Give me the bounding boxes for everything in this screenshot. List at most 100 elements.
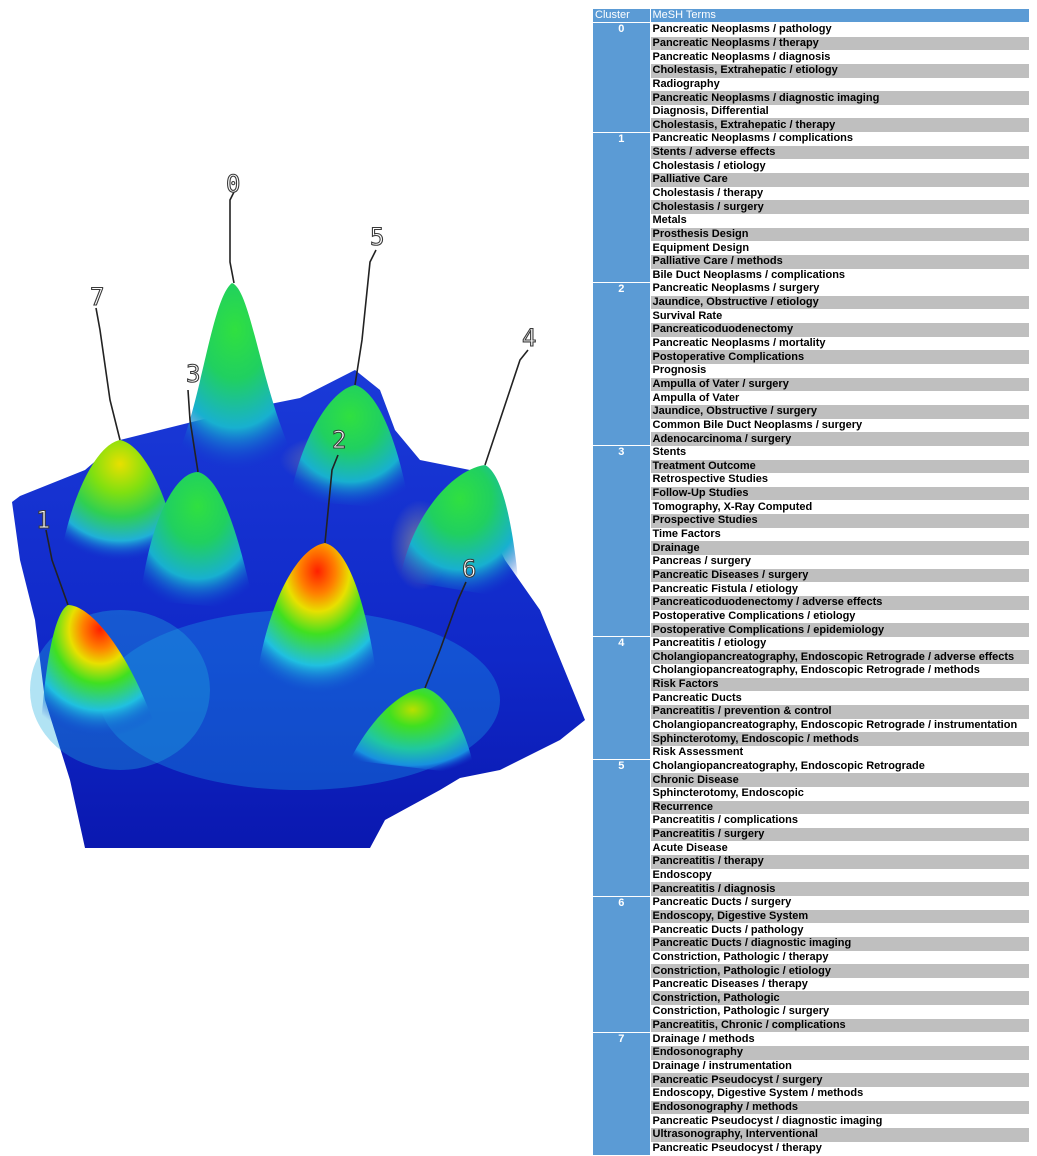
mesh-term-cell: Adenocarcinoma / surgery (650, 432, 1029, 446)
table-row: Retrospective Studies (593, 473, 1029, 487)
mesh-term-cell: Stents (650, 445, 1029, 460)
table-row: Pancreatic Diseases / surgery (593, 568, 1029, 583)
peak-3 (140, 472, 255, 610)
table-row: Adenocarcinoma / surgery (593, 432, 1029, 446)
cluster-id-cell: 6 (593, 896, 651, 1033)
table-row: Cholestasis, Extrahepatic / etiology (593, 63, 1029, 78)
peak-label-1: 1 (36, 506, 50, 534)
table-row: Pancreatic Neoplasms / mortality (593, 336, 1029, 351)
cluster-id-cell: 3 (593, 445, 651, 638)
mesh-term-cell: Risk Assessment (650, 745, 1029, 760)
mesh-term-cell: Pancreas / surgery (650, 554, 1029, 569)
table-row: Palliative Care (593, 173, 1029, 187)
table-row: Drainage (593, 541, 1029, 555)
mesh-term-cell: Cholestasis / surgery (650, 200, 1029, 214)
mesh-term-cell: Drainage / instrumentation (650, 1059, 1029, 1074)
table-row: 0 Pancreatic Neoplasms / pathology (593, 22, 1029, 133)
mesh-term-cell: Pancreatic Ducts / surgery (650, 896, 1029, 910)
mesh-term-cell: Constriction, Pathologic / surgery (650, 1005, 1029, 1019)
mesh-term-cell: Treatment Outcome (650, 459, 1029, 474)
table-row: Common Bile Duct Neoplasms / surgery (593, 418, 1029, 433)
table-row: Ampulla of Vater (593, 391, 1029, 405)
mesh-term-cell: Pancreatic Diseases / surgery (650, 568, 1029, 583)
table-row: Cholestasis / surgery (593, 200, 1029, 214)
mesh-term-cell: Ampulla of Vater / surgery (650, 377, 1029, 392)
table-row: Acute Disease (593, 841, 1029, 856)
peak-label-2: 2 (332, 426, 346, 454)
mesh-term-cell: Bile Duct Neoplasms / complications (650, 268, 1029, 283)
table-row: Equipment Design (593, 241, 1029, 255)
mesh-term-cell: Cholangiopancreatography, Endoscopic Ret… (650, 718, 1029, 733)
table-row: Pancreatic Ducts (593, 691, 1029, 706)
table-row: Pancreaticoduodenectomy (593, 323, 1029, 337)
table-row: Jaundice, Obstructive / surgery (593, 404, 1029, 419)
mesh-term-cell: Stents / adverse effects (650, 145, 1029, 160)
table-row: Risk Assessment (593, 745, 1029, 760)
table-row: Pancreatic Neoplasms / diagnosis (593, 50, 1029, 64)
table-row: Recurrence (593, 800, 1029, 815)
cluster-id-cell: 1 (593, 132, 651, 283)
mesh-term-cell: Common Bile Duct Neoplasms / surgery (650, 418, 1029, 433)
table-row: Constriction, Pathologic (593, 991, 1029, 1006)
cluster-id-cell: 2 (593, 282, 651, 447)
mesh-term-cell: Postoperative Complications / epidemiolo… (650, 623, 1029, 637)
mesh-term-cell: Endoscopy (650, 868, 1029, 883)
mesh-term-cell: Pancreaticoduodenectomy / adverse effect… (650, 595, 1029, 610)
mesh-term-cell: Radiography (650, 77, 1029, 92)
table-row: Postoperative Complications / epidemiolo… (593, 623, 1029, 637)
table-row: Risk Factors (593, 677, 1029, 692)
mesh-term-cell: Retrospective Studies (650, 473, 1029, 487)
table-row: Pancreatitis / prevention & control (593, 705, 1029, 719)
table-row: Prosthesis Design (593, 227, 1029, 242)
peak-7 (60, 440, 180, 560)
mesh-term-cell: Metals (650, 213, 1029, 228)
table-row: Pancreatic Neoplasms / therapy (593, 36, 1029, 51)
mesh-term-cell: Pancreatitis, Chronic / complications (650, 1018, 1029, 1033)
table-row: Postoperative Complications (593, 350, 1029, 365)
mesh-term-cell: Pancreaticoduodenectomy (650, 323, 1029, 337)
mesh-term-cell: Pancreatitis / therapy (650, 855, 1029, 869)
table-row: 1 Pancreatic Neoplasms / complications (593, 132, 1029, 283)
mesh-term-cell: Pancreatic Ducts / diagnostic imaging (650, 936, 1029, 951)
table-row: Jaundice, Obstructive / etiology (593, 295, 1029, 310)
table-row: Pancreaticoduodenectomy / adverse effect… (593, 595, 1029, 610)
mesh-term-cell: Palliative Care / methods (650, 254, 1029, 269)
mesh-term-cell: Sphincterotomy, Endoscopic (650, 786, 1029, 801)
table-header-row: Cluster MeSH Terms (593, 9, 1029, 23)
table-row: Sphincterotomy, Endoscopic / methods (593, 732, 1029, 746)
table-row: Pancreatitis, Chronic / complications (593, 1018, 1029, 1033)
mesh-term-cell: Endoscopy, Digestive System (650, 909, 1029, 924)
mesh-term-cell: Pancreatitis / diagnosis (650, 882, 1029, 896)
table-row: Endoscopy, Digestive System / methods (593, 1086, 1029, 1101)
mesh-term-cell: Cholestasis / therapy (650, 186, 1029, 201)
header-cluster: Cluster (593, 9, 651, 23)
mesh-term-cell: Pancreatitis / surgery (650, 827, 1029, 842)
table-row: Ampulla of Vater / surgery (593, 377, 1029, 392)
peak-4 (400, 465, 520, 600)
cluster-landscape-plot: 0 1 2 3 4 5 6 7 (12, 169, 585, 848)
mesh-term-cell: Pancreatic Fistula / etiology (650, 582, 1029, 596)
table-row: Survival Rate (593, 309, 1029, 324)
peak-label-0: 0 (226, 170, 240, 198)
table-row: Constriction, Pathologic / surgery (593, 1005, 1029, 1019)
mesh-term-cell: Cholangiopancreatography, Endoscopic Ret… (650, 759, 1029, 774)
mesh-term-cell: Follow-Up Studies (650, 486, 1029, 501)
cluster-id-cell: 5 (593, 759, 651, 897)
table-row: Pancreatic Fistula / etiology (593, 582, 1029, 596)
table-row: Prospective Studies (593, 514, 1029, 528)
table-row: Pancreatic Pseudocyst / diagnostic imagi… (593, 1114, 1029, 1128)
table-row: Follow-Up Studies (593, 486, 1029, 501)
mesh-term-cell: Endoscopy, Digestive System / methods (650, 1086, 1029, 1101)
table-row: Prognosis (593, 364, 1029, 378)
mesh-term-cell: Diagnosis, Differential (650, 104, 1029, 119)
table-row: Pancreatic Neoplasms / diagnostic imagin… (593, 91, 1029, 105)
peak-label-7: 7 (90, 283, 104, 311)
mesh-term-cell: Acute Disease (650, 841, 1029, 856)
table-row: Cholestasis / etiology (593, 159, 1029, 174)
peak-label-4: 4 (522, 324, 536, 352)
mesh-term-cell: Pancreatic Pseudocyst / diagnostic imagi… (650, 1114, 1029, 1128)
mesh-term-cell: Ampulla of Vater (650, 391, 1029, 405)
cluster-id-cell: 7 (593, 1032, 651, 1156)
mesh-term-cell: Constriction, Pathologic / therapy (650, 950, 1029, 965)
table-row: Radiography (593, 77, 1029, 92)
